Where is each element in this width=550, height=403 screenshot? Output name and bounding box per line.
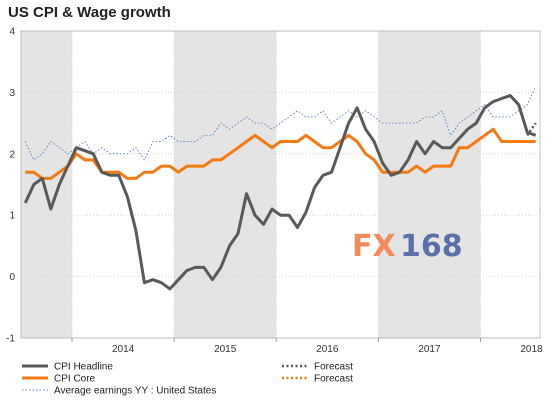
legend-label-cpi-core-forecast: Forecast (314, 374, 353, 385)
watermark-fx: FX (352, 229, 396, 264)
series-line-cpi-core (25, 127, 536, 180)
y-tick-label: 3 (9, 88, 15, 99)
legend-label-cpi-headline-forecast: Forecast (314, 362, 353, 373)
watermark: FX 168 (352, 229, 463, 264)
chart-title: US CPI & Wage growth (8, 4, 171, 21)
x-year-label: 2014 (112, 344, 135, 355)
shaded-year-bands (21, 31, 481, 338)
watermark-number: 168 (400, 229, 463, 264)
legend-label-avg-earnings: Average earnings YY : United States (54, 386, 216, 397)
shade-band-2013 (21, 31, 73, 338)
legend-label-cpi-core: CPI Core (54, 374, 96, 385)
grid-lines (20, 30, 541, 339)
series-lines (23, 86, 537, 291)
y-axis: 4 3 2 1 0 -1 (6, 27, 15, 345)
x-year-label: 2017 (418, 344, 441, 355)
y-tick-label: 1 (9, 211, 15, 222)
series-line-avg-earnings (24, 86, 537, 161)
y-tick-label: -1 (6, 334, 15, 345)
y-tick-label: 4 (9, 27, 15, 38)
y-tick-label: 0 (9, 272, 15, 283)
x-year-label: 2015 (214, 344, 237, 355)
shade-band-2015 (174, 31, 277, 338)
x-axis: 2014 2015 2016 2017 2018 (71, 338, 543, 355)
plot-frame (20, 30, 541, 339)
legend-label-cpi-headline: CPI Headline (54, 362, 113, 373)
shade-band-2017 (378, 31, 481, 338)
series-line-cpi-headline (23, 94, 537, 291)
x-year-label: 2016 (316, 344, 339, 355)
y-tick-label: 2 (9, 149, 15, 160)
x-year-label: 2018 (520, 344, 543, 355)
